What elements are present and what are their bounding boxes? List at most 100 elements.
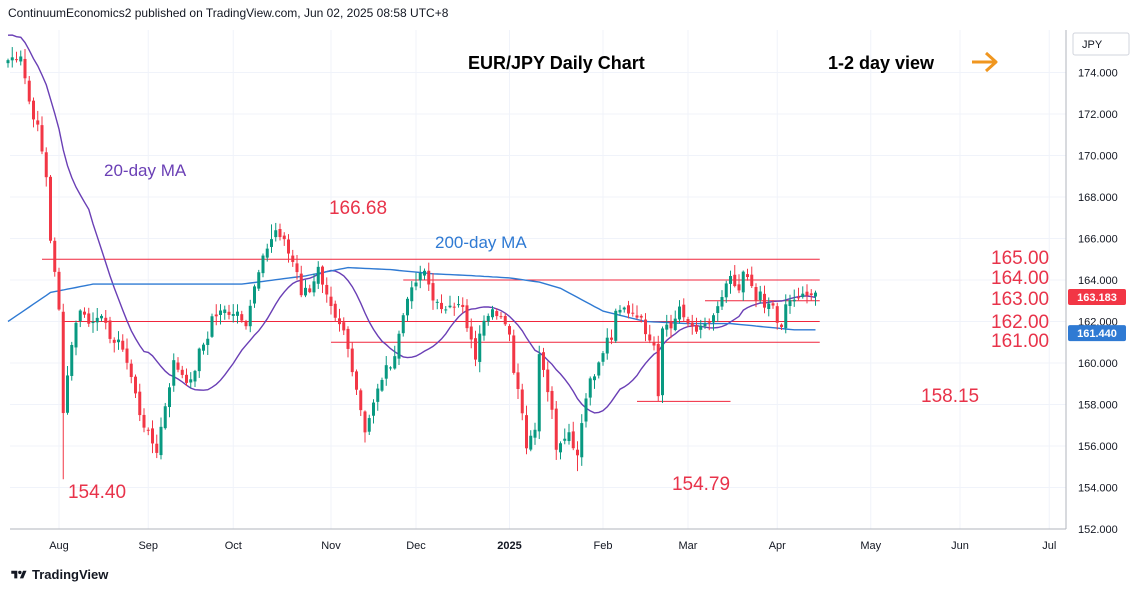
candle-body bbox=[512, 335, 516, 373]
candle-body bbox=[27, 80, 31, 102]
time-tick-label: Sep bbox=[138, 540, 158, 552]
candle-body bbox=[70, 344, 74, 376]
candle-body bbox=[155, 443, 159, 453]
candle-body bbox=[474, 338, 477, 360]
candle-body bbox=[440, 302, 443, 310]
candle-body bbox=[661, 328, 664, 396]
candle-body bbox=[108, 320, 112, 339]
extreme-label: 154.79 bbox=[672, 474, 730, 495]
level-label: 165.00 bbox=[991, 248, 1049, 269]
price-tick-label: 164.000 bbox=[1078, 275, 1118, 287]
candle-body bbox=[580, 423, 584, 458]
candle-body bbox=[53, 240, 57, 272]
candle-body bbox=[346, 328, 350, 349]
candle-body bbox=[40, 125, 44, 152]
candle-body bbox=[469, 326, 473, 340]
candle-body bbox=[809, 293, 813, 296]
candle-body bbox=[316, 266, 320, 284]
candle-body bbox=[699, 325, 703, 330]
candle-body bbox=[176, 362, 180, 370]
price-tick-label: 170.000 bbox=[1078, 151, 1118, 163]
candle-body bbox=[359, 390, 363, 411]
candle-body bbox=[525, 415, 528, 449]
candle-body bbox=[125, 348, 129, 363]
candle-body bbox=[491, 309, 494, 318]
candle-body bbox=[329, 296, 333, 307]
candle-body bbox=[707, 322, 711, 324]
publisher-header: ContinuumEconomics2 published on Trading… bbox=[8, 6, 449, 20]
tradingview-footer[interactable]: TradingView bbox=[10, 567, 108, 582]
time-tick-label: Jun bbox=[951, 540, 969, 552]
level-label: 164.00 bbox=[991, 268, 1049, 289]
time-tick-label: Feb bbox=[594, 540, 613, 552]
level-label: 162.00 bbox=[991, 312, 1049, 333]
time-tick-label: Apr bbox=[769, 540, 786, 552]
candle-body bbox=[554, 408, 558, 450]
candle-body bbox=[546, 369, 550, 393]
ma20-line bbox=[7, 34, 816, 414]
candle-body bbox=[146, 429, 150, 431]
candle-body bbox=[520, 389, 524, 414]
candle-body bbox=[265, 248, 269, 258]
candle-body bbox=[6, 60, 10, 64]
candle-body bbox=[682, 304, 686, 318]
candle-body bbox=[393, 356, 397, 369]
candle-body bbox=[350, 348, 354, 373]
time-axis[interactable]: Aug Sep Oct Nov Dec 2025 Feb Mar Apr May Jun Jul bbox=[49, 540, 1056, 552]
candle-body bbox=[308, 288, 312, 293]
candle-body bbox=[287, 239, 290, 254]
candle-body bbox=[291, 255, 295, 262]
candle-body bbox=[23, 58, 27, 79]
price-tick-label: 172.000 bbox=[1078, 109, 1118, 121]
candle-body bbox=[367, 418, 371, 432]
tradingview-brand: TradingView bbox=[32, 567, 109, 582]
price-axis[interactable]: 152.000154.000156.000158.000160.000162.0… bbox=[1078, 68, 1118, 537]
candle-body bbox=[550, 390, 554, 410]
time-tick-label: 2025 bbox=[497, 540, 521, 552]
candle-body bbox=[533, 429, 537, 438]
candle-body bbox=[695, 325, 698, 332]
candle-body bbox=[559, 443, 562, 453]
candle-body bbox=[750, 274, 754, 287]
candle-body bbox=[516, 372, 520, 389]
candle-body bbox=[652, 342, 656, 346]
candle-body bbox=[83, 311, 86, 315]
candle-body bbox=[44, 152, 48, 178]
candle-body bbox=[121, 340, 125, 350]
candle-body bbox=[576, 449, 579, 456]
candle-body bbox=[406, 298, 409, 316]
candle-body bbox=[74, 322, 78, 348]
candle-body bbox=[91, 321, 95, 324]
time-tick-label: Aug bbox=[49, 540, 69, 552]
candle-body bbox=[151, 428, 154, 444]
price-tick-label: 166.000 bbox=[1078, 234, 1118, 246]
extreme-label: 158.15 bbox=[921, 386, 979, 407]
extreme-label: 166.68 bbox=[329, 198, 387, 219]
candle-body bbox=[648, 334, 652, 341]
currency-box[interactable] bbox=[1072, 32, 1130, 56]
candle-body bbox=[180, 369, 184, 375]
price-tick-label: 168.000 bbox=[1078, 192, 1118, 204]
candle-body bbox=[363, 411, 367, 433]
candle-body bbox=[380, 379, 384, 391]
candle-body bbox=[66, 375, 69, 413]
candle-body bbox=[202, 344, 205, 351]
level-label: 163.00 bbox=[991, 289, 1049, 310]
ma200-line bbox=[7, 266, 816, 331]
candle-body bbox=[571, 431, 575, 449]
candle-body bbox=[763, 293, 766, 308]
candle-body bbox=[754, 287, 758, 301]
candle-body bbox=[342, 322, 346, 331]
candle-body bbox=[355, 371, 358, 390]
candle-body bbox=[397, 333, 401, 359]
candle-body bbox=[639, 315, 643, 318]
last-price-value: 163.183 bbox=[1077, 292, 1117, 304]
ma200-label: 200-day MA bbox=[435, 233, 527, 252]
candle-body bbox=[724, 283, 728, 298]
ma20-label: 20-day MA bbox=[104, 161, 187, 180]
candle-body bbox=[452, 306, 456, 308]
time-tick-label: Nov bbox=[321, 540, 341, 552]
price-badges: 163.183 161.440 bbox=[1068, 288, 1126, 342]
candle-body bbox=[418, 273, 422, 281]
